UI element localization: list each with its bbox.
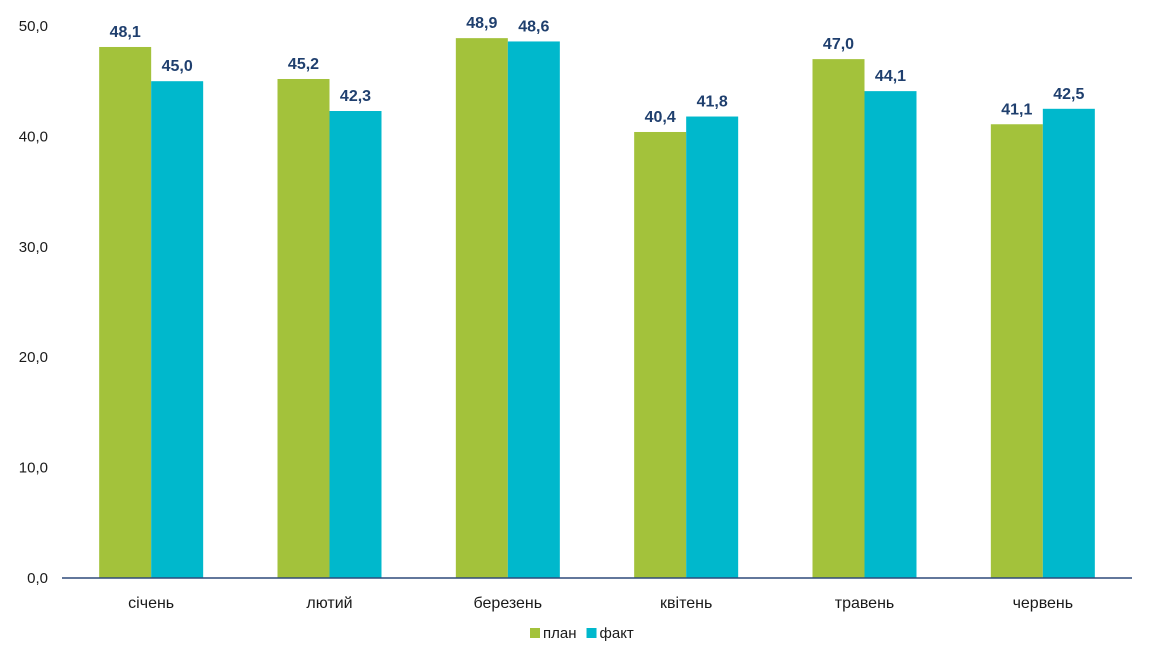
y-tick-label: 10,0 (19, 460, 48, 477)
bar-план-березень (455, 38, 508, 579)
y-tick-label: 20,0 (19, 349, 48, 366)
data-label: 45,0 (162, 58, 193, 75)
data-label: 48,1 (110, 24, 141, 41)
data-label: 48,6 (518, 18, 549, 35)
bar-факт-лютий (329, 111, 382, 579)
bar-план-червень (990, 124, 1043, 579)
bar-факт-червень (1042, 108, 1095, 579)
y-tick-label: 40,0 (19, 128, 48, 145)
data-label: 47,0 (823, 36, 854, 53)
data-label: 41,8 (697, 94, 728, 111)
x-tick-label: січень (128, 595, 174, 612)
bar-факт-січень (151, 81, 204, 578)
x-tick-label: лютий (306, 595, 352, 612)
bar-факт-травень (864, 91, 917, 579)
x-tick-label: березень (474, 595, 543, 612)
data-label: 40,4 (645, 109, 676, 126)
data-label: 48,9 (466, 15, 497, 32)
x-tick-label: червень (1013, 595, 1074, 612)
bar-план-квітень (634, 131, 687, 578)
data-label: 44,1 (875, 68, 906, 85)
bar-план-січень (99, 46, 152, 578)
y-tick-label: 0,0 (27, 570, 48, 587)
data-label: 41,1 (1001, 101, 1032, 118)
data-label: 42,3 (340, 88, 371, 105)
data-label: 42,5 (1053, 86, 1084, 103)
legend-label: факт (600, 625, 634, 642)
legend-swatch-план (530, 628, 540, 638)
bar-факт-березень (507, 41, 560, 579)
y-tick-label: 50,0 (19, 18, 48, 35)
legend-label: план (543, 625, 577, 642)
legend-swatch-факт (586, 628, 597, 638)
y-tick-label: 30,0 (19, 239, 48, 256)
x-tick-label: квітень (660, 595, 712, 612)
bar-план-травень (812, 59, 865, 579)
bar-факт-квітень (686, 116, 739, 578)
x-tick-label: травень (835, 595, 895, 612)
data-label: 45,2 (288, 56, 319, 73)
bar-план-лютий (277, 78, 330, 578)
